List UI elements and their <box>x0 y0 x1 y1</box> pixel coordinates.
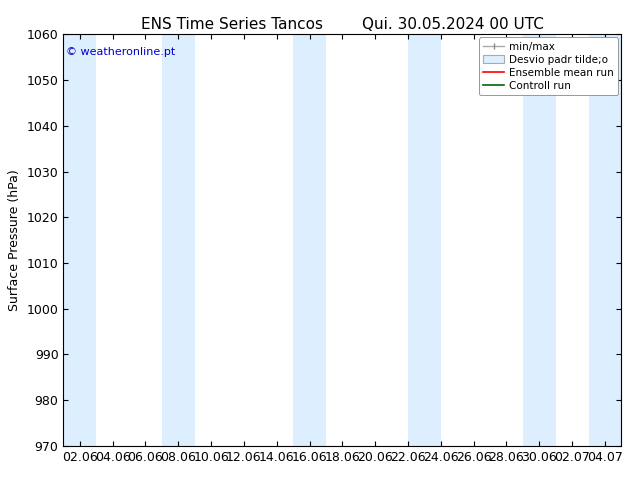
Y-axis label: Surface Pressure (hPa): Surface Pressure (hPa) <box>8 169 21 311</box>
Bar <box>523 34 555 446</box>
Legend: min/max, Desvio padr tilde;o, Ensemble mean run, Controll run: min/max, Desvio padr tilde;o, Ensemble m… <box>479 37 618 95</box>
Bar <box>63 34 96 446</box>
Bar <box>293 34 326 446</box>
Bar <box>162 34 195 446</box>
Title: ENS Time Series Tancos        Qui. 30.05.2024 00 UTC: ENS Time Series Tancos Qui. 30.05.2024 0… <box>141 17 544 32</box>
Bar <box>408 34 441 446</box>
Bar <box>588 34 621 446</box>
Text: © weatheronline.pt: © weatheronline.pt <box>66 47 176 57</box>
